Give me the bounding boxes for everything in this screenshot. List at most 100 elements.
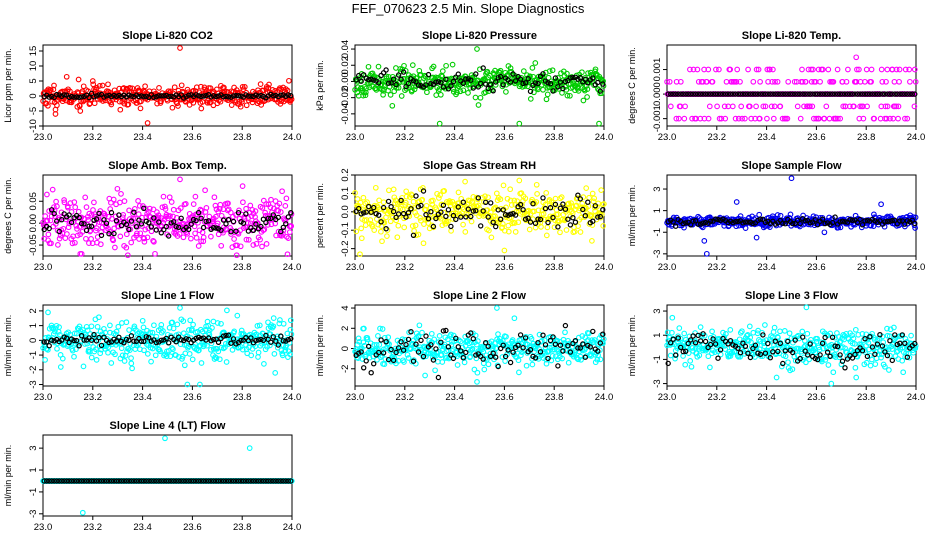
data-point xyxy=(354,196,361,202)
x-tick-label: 23.8 xyxy=(233,392,252,403)
reference-point xyxy=(61,92,67,98)
reference-point xyxy=(435,374,442,381)
data-point xyxy=(782,353,789,360)
reference-point xyxy=(697,221,704,227)
reference-point xyxy=(393,81,399,88)
reference-point xyxy=(265,215,271,221)
reference-point xyxy=(510,71,516,77)
reference-point xyxy=(775,348,781,355)
data-point xyxy=(770,66,776,73)
x-tick-label: 23.6 xyxy=(183,262,202,273)
data-point xyxy=(54,203,60,210)
reference-point xyxy=(532,80,539,86)
data-point xyxy=(234,312,241,319)
data-point xyxy=(832,354,839,360)
reference-point xyxy=(170,219,177,225)
data-point xyxy=(358,235,365,242)
data-point xyxy=(243,236,250,243)
reference-point xyxy=(822,91,828,97)
scatter-series xyxy=(352,46,607,127)
data-point xyxy=(71,330,78,337)
x-tick-label: 23.4 xyxy=(445,262,464,273)
x-tick-label: 23.6 xyxy=(495,132,514,143)
data-point xyxy=(774,78,781,85)
data-point xyxy=(729,103,736,110)
data-point xyxy=(437,192,443,198)
y-axis-label: kPa per min. xyxy=(315,60,325,111)
data-point xyxy=(717,336,723,343)
data-point xyxy=(280,98,287,105)
data-point xyxy=(526,226,533,233)
data-point xyxy=(767,224,773,230)
x-tick-label: 24.0 xyxy=(283,132,302,143)
data-point xyxy=(266,81,272,88)
data-point xyxy=(803,359,809,366)
data-point xyxy=(380,199,387,206)
data-point xyxy=(140,324,147,331)
data-point xyxy=(484,68,491,75)
data-point xyxy=(243,102,250,109)
data-point xyxy=(126,327,132,333)
data-point xyxy=(570,353,577,360)
reference-point xyxy=(790,220,796,227)
data-point xyxy=(714,103,720,110)
data-point xyxy=(47,87,54,93)
reference-point xyxy=(680,220,686,227)
reference-point xyxy=(770,91,776,97)
data-point xyxy=(799,78,806,85)
reference-point xyxy=(116,212,122,218)
reference-point xyxy=(275,342,281,348)
reference-point xyxy=(91,331,97,338)
data-point xyxy=(129,85,136,92)
reference-point xyxy=(735,345,741,351)
reference-point xyxy=(757,91,764,97)
reference-point xyxy=(585,199,591,205)
reference-point xyxy=(740,220,746,226)
reference-point xyxy=(683,348,689,354)
reference-point xyxy=(690,91,696,97)
reference-point xyxy=(288,335,294,342)
reference-point xyxy=(745,91,751,97)
scatter-series xyxy=(664,54,919,122)
data-point xyxy=(141,347,147,354)
reference-point xyxy=(887,218,893,224)
data-point xyxy=(384,233,390,239)
data-point xyxy=(198,105,205,112)
reference-point xyxy=(438,339,444,345)
reference-point xyxy=(582,212,589,219)
reference-point xyxy=(413,79,419,85)
data-point xyxy=(727,66,734,73)
x-tick-label: 23.0 xyxy=(34,262,53,273)
reference-point xyxy=(398,76,404,82)
data-point xyxy=(732,348,738,355)
reference-point xyxy=(141,338,147,345)
reference-point xyxy=(527,219,534,225)
data-point xyxy=(285,235,292,241)
data-point xyxy=(234,242,240,249)
reference-point xyxy=(665,360,671,367)
data-point xyxy=(681,115,688,122)
data-point xyxy=(787,211,794,218)
outlier-point xyxy=(357,251,363,258)
reference-point xyxy=(814,91,821,97)
data-point xyxy=(529,65,536,71)
data-point xyxy=(286,229,293,235)
reference-point xyxy=(590,328,596,335)
reference-point xyxy=(517,332,524,338)
data-point xyxy=(45,231,52,238)
data-point xyxy=(584,212,591,219)
reference-point xyxy=(600,206,606,213)
reference-point xyxy=(673,223,679,229)
reference-point xyxy=(435,79,442,85)
data-point xyxy=(186,327,192,333)
data-point xyxy=(470,194,477,200)
y-tick-label: 3 xyxy=(652,308,663,313)
reference-point xyxy=(385,198,392,205)
scatter-series xyxy=(352,305,607,385)
data-point xyxy=(161,352,167,359)
data-point xyxy=(377,325,383,332)
data-point xyxy=(868,78,874,85)
reference-point xyxy=(495,207,501,213)
data-point xyxy=(428,330,435,337)
data-point xyxy=(416,322,423,329)
